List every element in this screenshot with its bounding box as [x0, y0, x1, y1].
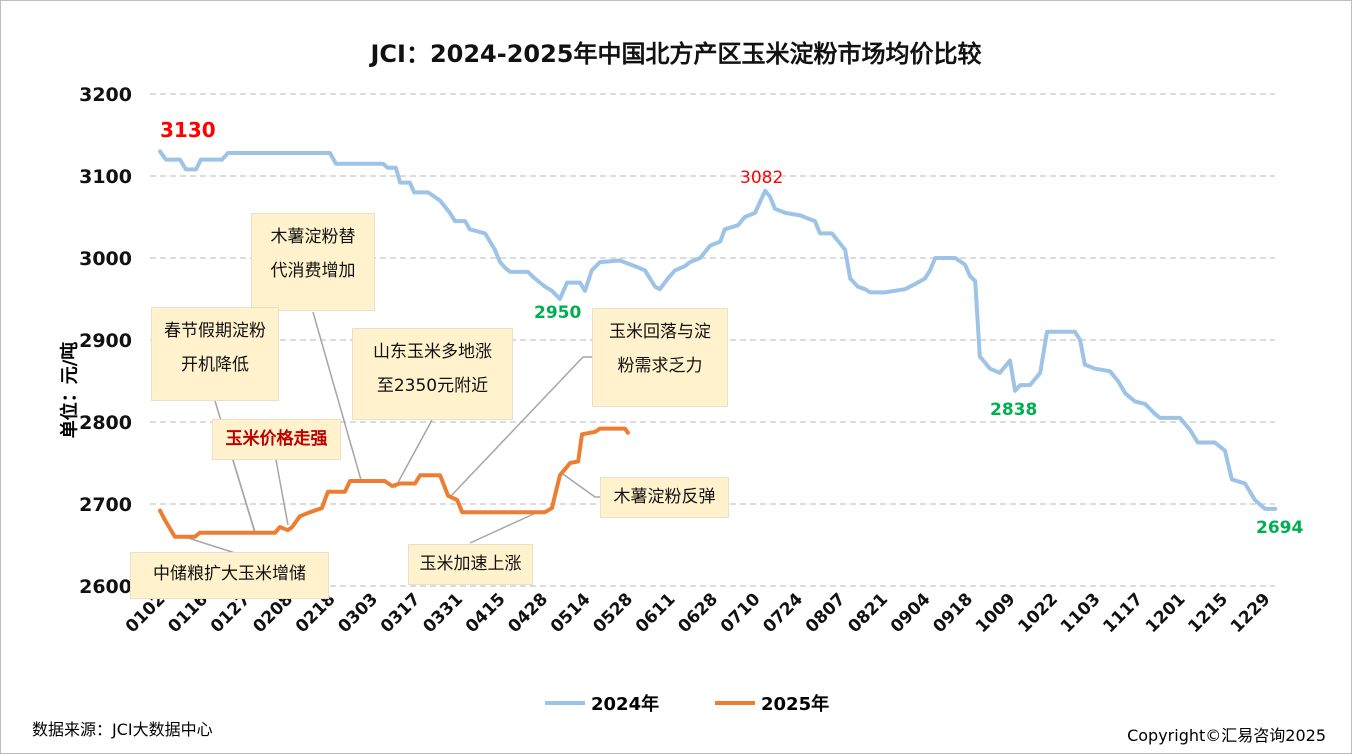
x-tick-label: 1103	[1057, 589, 1105, 637]
y-tick-label: 3200	[79, 84, 132, 106]
x-tick-label: 0331	[419, 589, 467, 637]
annotation-spring-festival: 春节假期淀粉 开机降低	[151, 307, 279, 401]
leader-line	[275, 459, 289, 526]
data-label-end-2024: 2694	[1256, 518, 1304, 538]
y-tick-label: 2700	[79, 494, 132, 516]
x-tick-label: 0821	[844, 589, 892, 637]
x-tick-label: 0724	[759, 589, 807, 637]
series-line-2024	[158, 149, 1278, 511]
legend-item-2025: 2025年	[715, 690, 829, 716]
x-tick-label: 1022	[1014, 589, 1062, 637]
x-tick-label: 1229	[1227, 589, 1275, 637]
x-tick-label: 0710	[717, 589, 765, 637]
chart-title: JCI：2024-2025年中国北方产区玉米淀粉市场均价比较	[370, 40, 982, 68]
x-tick-label: 0303	[334, 589, 382, 637]
x-tick-label: 0611	[632, 589, 680, 637]
x-tick-label: 1009	[972, 589, 1020, 637]
leader-line	[449, 356, 592, 498]
legend-item-2024: 2024年	[545, 690, 659, 716]
legend-label: 2025年	[761, 694, 830, 715]
x-tick-label: 0415	[462, 589, 510, 637]
copyright: Copyright©汇易咨询2025	[1127, 726, 1326, 745]
x-tick-label: 1117	[1099, 589, 1147, 637]
annotation-cassava-substitution: 木薯淀粉替 代消费增加	[251, 213, 375, 311]
y-tick-label: 2800	[79, 412, 132, 434]
data-label-max-2024: 3130	[160, 118, 216, 142]
legend-label: 2024年	[591, 694, 660, 715]
x-tick-label: 0528	[589, 589, 637, 637]
y-tick-label: 3100	[79, 166, 132, 188]
leader-line	[394, 419, 433, 489]
x-tick-label: 0317	[377, 589, 425, 637]
series-line-2025	[158, 426, 630, 539]
legend-swatch	[715, 701, 755, 705]
x-tick-label: 0628	[674, 589, 722, 637]
leader-line	[559, 471, 605, 498]
data-label-low-2024: 2950	[534, 303, 582, 323]
legend-swatch	[545, 701, 585, 705]
leader-line	[232, 459, 256, 533]
data-label-oct-2024: 2838	[990, 400, 1038, 420]
x-tick-label: 0514	[547, 589, 595, 637]
x-tick-label: 0807	[802, 589, 850, 637]
leader-line	[469, 511, 539, 544]
annotation-shandong-corn: 山东玉米多地涨 至2350元附近	[352, 328, 513, 420]
x-tick-label: 0918	[929, 589, 977, 637]
y-tick-label: 2600	[79, 576, 132, 598]
leader-line	[312, 311, 362, 481]
x-tick-label: 0904	[887, 589, 935, 637]
x-tick-label: 1201	[1142, 589, 1190, 637]
annotation-corn-fall: 玉米回落与淀 粉需求乏力	[592, 308, 728, 407]
y-tick-label: 3000	[79, 248, 132, 270]
x-tick-label: 0428	[504, 589, 552, 637]
annotation-corn-accelerate: 玉米加速上涨	[408, 544, 533, 585]
leader-line	[184, 536, 236, 554]
data-label-peak-2024: 3082	[740, 168, 784, 188]
annotation-cassava-rebound: 木薯淀粉反弹	[600, 477, 729, 518]
y-tick-label: 2900	[79, 330, 132, 352]
annotation-corn-strong: 玉米价格走强	[212, 419, 341, 460]
annotation-sinograin: 中储粮扩大玉米增储	[130, 552, 329, 599]
data-source: 数据来源：JCI大数据中心	[32, 720, 213, 739]
x-tick-label: 1215	[1184, 589, 1232, 637]
